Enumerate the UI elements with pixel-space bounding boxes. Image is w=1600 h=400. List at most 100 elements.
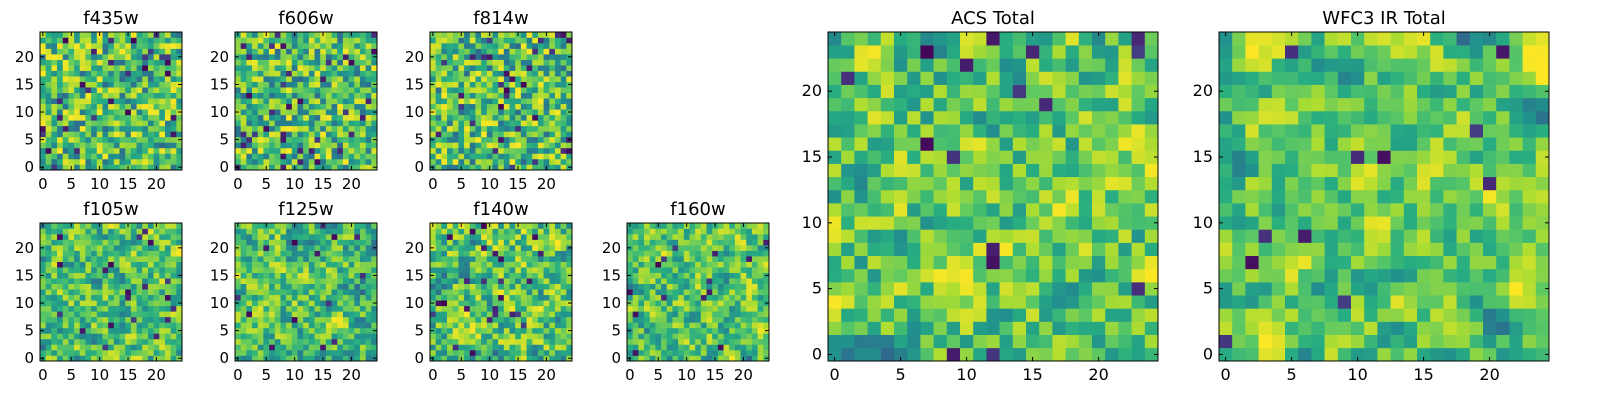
heatmap-cell bbox=[700, 300, 707, 307]
heatmap-cell bbox=[706, 267, 713, 273]
heatmap-cell bbox=[1092, 295, 1106, 309]
heatmap-cell bbox=[469, 81, 476, 88]
heatmap-cell bbox=[503, 239, 510, 246]
heatmap-cell bbox=[246, 272, 253, 279]
heatmap-cell bbox=[452, 70, 459, 77]
heatmap-cell bbox=[280, 250, 287, 257]
heatmap-cell bbox=[176, 142, 183, 149]
heatmap-cell bbox=[560, 338, 567, 345]
heatmap-cell bbox=[649, 327, 656, 334]
heatmap-cell bbox=[469, 98, 476, 105]
heatmap-cell bbox=[655, 234, 662, 240]
heatmap-cell bbox=[297, 147, 304, 154]
heatmap-cell bbox=[263, 109, 270, 116]
heatmap-cell bbox=[712, 272, 719, 279]
heatmap-cell bbox=[763, 333, 770, 340]
heatmap-cell bbox=[359, 223, 366, 229]
heatmap-cell bbox=[62, 305, 69, 312]
heatmap-cell bbox=[320, 311, 327, 318]
heatmap-cell bbox=[130, 76, 137, 82]
heatmap-cell bbox=[464, 311, 471, 318]
heatmap-cell bbox=[638, 234, 645, 240]
heatmap-cell bbox=[520, 294, 527, 301]
heatmap-cell bbox=[435, 70, 442, 77]
heatmap-cell bbox=[303, 245, 310, 251]
heatmap-cell bbox=[867, 321, 882, 335]
heatmap-cell bbox=[498, 37, 505, 44]
heatmap-cell bbox=[946, 308, 961, 322]
heatmap-cell bbox=[269, 223, 276, 229]
heatmap-cell bbox=[337, 234, 344, 240]
heatmap-cell bbox=[469, 338, 476, 345]
heatmap-cell bbox=[297, 256, 304, 262]
heatmap-cell bbox=[62, 114, 69, 121]
heatmap-cell bbox=[1065, 268, 1080, 283]
heatmap-cell bbox=[91, 267, 98, 273]
heatmap-cell bbox=[683, 294, 690, 301]
heatmap-cell bbox=[96, 289, 103, 296]
heatmap-cell bbox=[549, 289, 556, 296]
heatmap-cell bbox=[108, 76, 115, 82]
x-tick-label: 15 bbox=[705, 366, 724, 384]
heatmap-cell bbox=[359, 322, 366, 329]
heatmap-cell bbox=[447, 87, 454, 94]
heatmap-cell bbox=[159, 327, 166, 334]
heatmap-cell bbox=[252, 333, 259, 340]
heatmap-cell bbox=[331, 289, 338, 296]
heatmap-cell bbox=[734, 327, 741, 334]
heatmap-cell bbox=[498, 333, 505, 340]
heatmap-cell bbox=[435, 43, 442, 49]
heatmap-cell bbox=[695, 289, 702, 296]
heatmap-cell bbox=[119, 32, 126, 38]
heatmap-cell bbox=[170, 103, 177, 110]
heatmap-cell bbox=[1144, 255, 1159, 270]
heatmap-cell bbox=[91, 153, 98, 160]
heatmap-cell bbox=[153, 109, 160, 116]
heatmap-cell bbox=[907, 229, 921, 243]
heatmap-cell bbox=[130, 136, 137, 143]
heatmap-cell bbox=[325, 349, 332, 356]
x-tick-label: 5 bbox=[261, 175, 271, 193]
heatmap-cell bbox=[246, 120, 253, 127]
heatmap-cell bbox=[74, 256, 81, 262]
heatmap-cell bbox=[430, 37, 436, 44]
heatmap-cell bbox=[537, 250, 544, 257]
heatmap-cell bbox=[549, 239, 556, 246]
heatmap-cell bbox=[365, 316, 372, 323]
heatmap-cell bbox=[337, 48, 344, 55]
heatmap-cell bbox=[62, 142, 69, 149]
heatmap-cell bbox=[130, 300, 137, 307]
heatmap-cell bbox=[142, 32, 149, 38]
heatmap-cell bbox=[537, 294, 544, 301]
heatmap-cell bbox=[644, 344, 651, 351]
heatmap-cell bbox=[331, 355, 338, 362]
heatmap-cell bbox=[537, 87, 544, 94]
heatmap-cell bbox=[74, 109, 81, 116]
heatmap-cell bbox=[486, 278, 493, 285]
heatmap-cell bbox=[549, 120, 556, 127]
heatmap-cell bbox=[751, 355, 758, 362]
heatmap-cell bbox=[661, 261, 668, 268]
heatmap-cell bbox=[554, 109, 561, 116]
heatmap-cell bbox=[113, 43, 120, 49]
heatmap-cell bbox=[469, 164, 476, 171]
heatmap-cell bbox=[543, 272, 550, 279]
heatmap-cell bbox=[354, 223, 361, 229]
heatmap-cell bbox=[644, 250, 651, 257]
heatmap-cell bbox=[526, 294, 533, 301]
heatmap-cell bbox=[79, 153, 86, 160]
heatmap-cell bbox=[291, 300, 298, 307]
heatmap-cell bbox=[666, 261, 673, 268]
heatmap-cell bbox=[286, 76, 293, 82]
heatmap-cell bbox=[263, 158, 270, 165]
heatmap-cell bbox=[520, 65, 527, 71]
heatmap-cell bbox=[325, 158, 332, 165]
heatmap-cell bbox=[661, 245, 668, 251]
heatmap-cell bbox=[40, 158, 46, 165]
heatmap-cell bbox=[274, 333, 281, 340]
heatmap-cell bbox=[303, 98, 310, 105]
heatmap-cell bbox=[907, 321, 921, 335]
heatmap-cell bbox=[153, 37, 160, 44]
heatmap-cell bbox=[537, 322, 544, 329]
heatmap-cell bbox=[176, 261, 183, 268]
